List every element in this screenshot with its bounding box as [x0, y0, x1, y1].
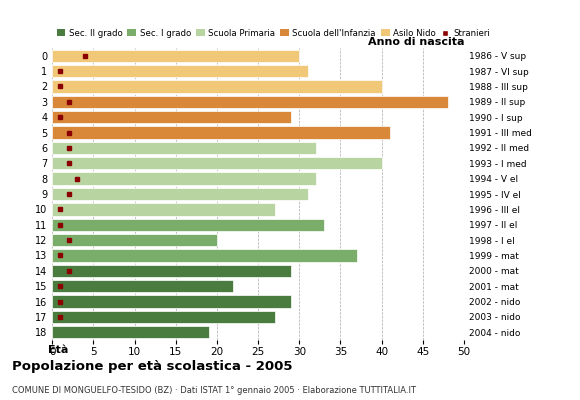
Bar	[52, 265, 291, 277]
Text: Popolazione per età scolastica - 2005: Popolazione per età scolastica - 2005	[12, 360, 292, 373]
Bar	[52, 172, 316, 185]
Legend: Sec. II grado, Sec. I grado, Scuola Primaria, Scuola dell'Infanzia, Asilo Nido, : Sec. II grado, Sec. I grado, Scuola Prim…	[56, 29, 490, 38]
Bar	[52, 203, 274, 216]
Text: Età: Età	[48, 345, 68, 355]
Bar	[52, 249, 357, 262]
Text: Anno di nascita: Anno di nascita	[368, 36, 464, 46]
Bar	[52, 111, 291, 123]
Bar	[52, 65, 307, 77]
Bar	[52, 296, 291, 308]
Bar	[52, 280, 233, 292]
Bar	[52, 218, 324, 231]
Text: COMUNE DI MONGUELFO-TESIDO (BZ) · Dati ISTAT 1° gennaio 2005 · Elaborazione TUTT: COMUNE DI MONGUELFO-TESIDO (BZ) · Dati I…	[12, 386, 416, 395]
Bar	[52, 326, 209, 338]
Bar	[52, 157, 382, 170]
Bar	[52, 96, 448, 108]
Bar	[52, 234, 217, 246]
Bar	[52, 311, 274, 323]
Bar	[52, 126, 390, 139]
Bar	[52, 80, 382, 92]
Bar	[52, 50, 299, 62]
Bar	[52, 142, 316, 154]
Bar	[52, 188, 307, 200]
